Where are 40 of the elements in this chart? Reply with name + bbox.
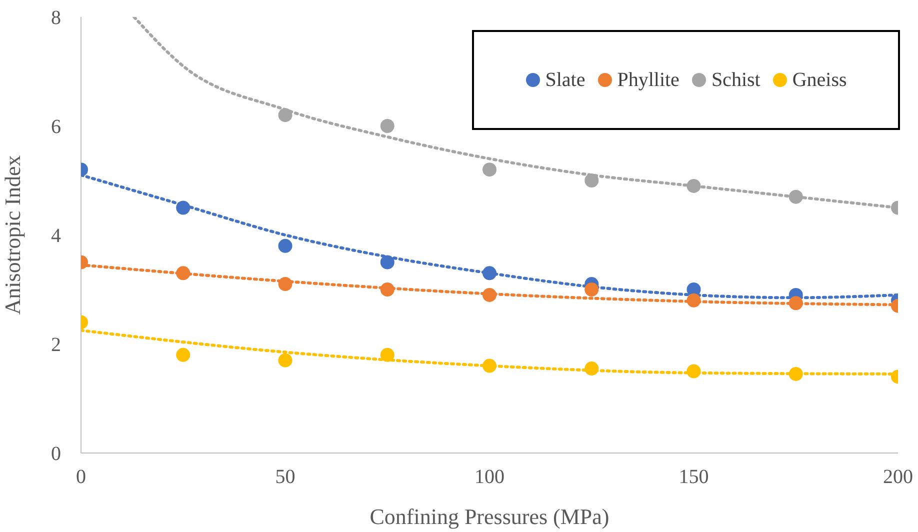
legend-label: Slate <box>545 68 586 92</box>
point <box>584 282 599 296</box>
point <box>380 255 394 270</box>
x-tick-label: 150 <box>678 466 709 488</box>
x-axis-title: Confining Pressures (MPa) <box>370 504 610 529</box>
legend-label: Phyllite <box>617 68 680 92</box>
point <box>482 266 496 280</box>
point <box>380 348 394 362</box>
y-tick-label: 8 <box>51 7 61 30</box>
point <box>686 293 701 308</box>
point <box>482 162 496 177</box>
y-axis-title: Anisotropic Index <box>0 155 25 315</box>
point <box>278 277 292 292</box>
point <box>176 200 190 215</box>
point <box>686 178 701 193</box>
x-tick-label: 0 <box>76 466 86 488</box>
point <box>482 358 496 373</box>
point <box>278 353 292 368</box>
point <box>482 288 496 302</box>
y-tick-label: 0 <box>51 443 61 466</box>
legend-label: Schist <box>711 68 760 92</box>
point <box>176 266 190 280</box>
point <box>380 282 394 296</box>
point <box>176 348 190 362</box>
legend-label: Gneiss <box>792 68 847 92</box>
x-tick-label: 100 <box>474 466 504 488</box>
point <box>584 174 599 188</box>
y-tick-label: 2 <box>51 334 61 356</box>
point <box>278 238 292 253</box>
point <box>788 366 803 381</box>
y-tick-label: 4 <box>51 225 61 248</box>
point <box>380 119 394 133</box>
point <box>788 296 803 310</box>
x-tick-label: 200 <box>883 466 913 488</box>
point <box>584 362 599 376</box>
point <box>278 108 292 122</box>
x-tick-label: 50 <box>275 466 296 488</box>
y-tick-label: 6 <box>51 116 61 138</box>
point <box>686 364 701 378</box>
point <box>788 190 803 204</box>
